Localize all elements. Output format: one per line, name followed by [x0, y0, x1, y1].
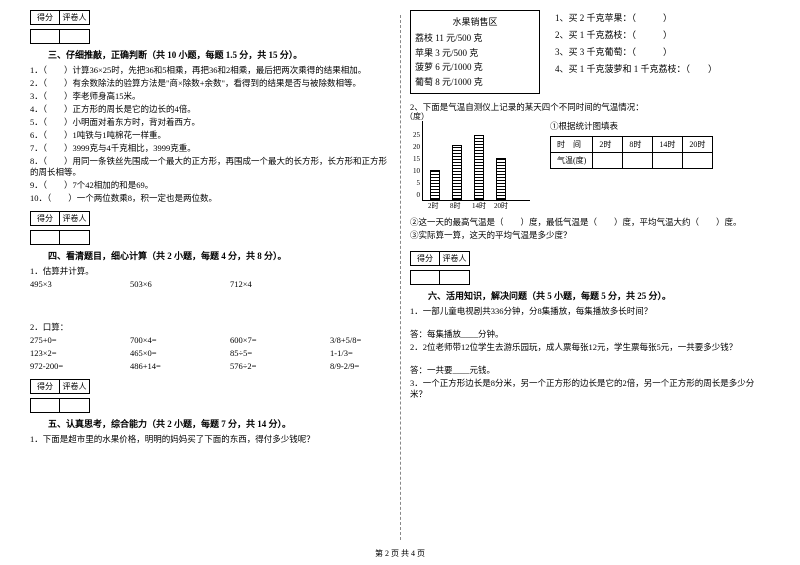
answer-table: 时 间2时8时14时20时 气温(度) — [550, 136, 713, 169]
judge-item: 6．（ ）1吨铁与1吨棉花一样重。 — [30, 130, 390, 141]
chart-bar — [474, 135, 484, 200]
chart-bar — [430, 170, 440, 200]
s4-q1: 1．估算并计算。 — [30, 266, 390, 277]
score-blank — [30, 29, 60, 44]
temp-q: 2、下面是气温自测仪上记录的某天四个不同时间的气温情况： — [410, 102, 770, 113]
judge-item: 2．（ ）有余数除法的验算方法是"商×除数+余数"，看得到的结果是否与被除数相等… — [30, 78, 390, 89]
bar-chart: （度） 2520151050 2时8时14时20时 — [410, 121, 530, 211]
fruit-box: 水果销售区 荔枝 11 元/500 克苹果 3 元/500 克菠萝 6 元/10… — [410, 10, 540, 94]
fruit-title: 水果销售区 — [415, 15, 535, 29]
score-label: 得分 — [30, 10, 60, 25]
chart-bar — [496, 158, 506, 200]
s5-q1: 1．下面是超市里的水果价格，明明的妈妈买了下面的东西，得付多少钱呢？ — [30, 434, 390, 445]
reviewer-label: 评卷人 — [60, 10, 90, 25]
section6-title: 六、活用知识，解决问题（共 5 小题，每题 5 分，共 25 分）。 — [410, 289, 770, 302]
s4-q2: 2．口算： — [30, 322, 390, 333]
judge-item: 5．（ ）小明面对着东方时，背对着西方。 — [30, 117, 390, 128]
judge-item: 1．（ ）计算36×25时，先把36和5相乘，再把36和2相乘，最后把两次乘得的… — [30, 65, 390, 76]
judge-item: 4．（ ）正方形的周长是它的边长的4倍。 — [30, 104, 390, 115]
page-number: 第 2 页 共 4 页 — [0, 548, 800, 559]
reviewer-blank — [60, 29, 90, 44]
section3-title: 三、仔细推敲，正确判断（共 10 小题，每题 1.5 分，共 15 分）。 — [30, 48, 390, 61]
chart-bar — [452, 145, 462, 200]
section5-title: 五、认真思考，综合能力（共 2 小题，每题 7 分，共 14 分）。 — [30, 417, 390, 430]
judge-item: 9．（ ）7个42相加的和是69。 — [30, 180, 390, 191]
table-caption: ①根据统计图填表 — [550, 121, 713, 132]
judge-item: 8．（ ）用同一条铁丝先围成一个最大的正方形，再围成一个最大的长方形，长方形和正… — [30, 156, 390, 178]
judge-item: 10．（ ）一个两位数乘8，积一定也是两位数。 — [30, 193, 390, 204]
section4-title: 四、看清题目，细心计算（共 2 小题，每题 4 分，共 8 分）。 — [30, 249, 390, 262]
buy-list: 1、买 2 千克苹果：（ ）2、买 1 千克荔枝：（ ）3、买 3 千克葡萄：（… — [555, 10, 717, 78]
judge-item: 7．（ ）3999克与4千克相比，3999克重。 — [30, 143, 390, 154]
judge-item: 3．（ ）李老师身高15米。 — [30, 91, 390, 102]
